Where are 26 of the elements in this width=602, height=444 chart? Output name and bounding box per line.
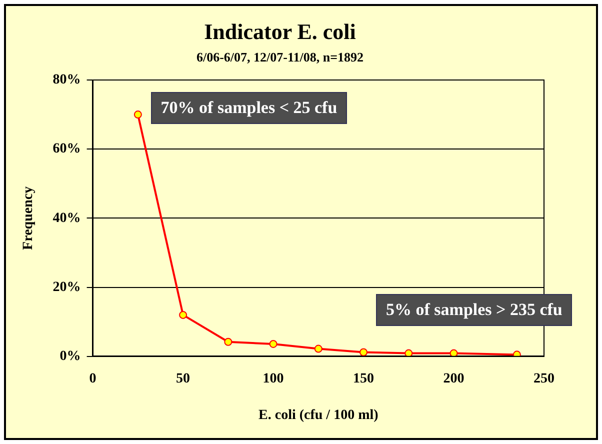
y-tick-label: 40% <box>52 210 81 226</box>
x-tick-label: 200 <box>443 371 464 386</box>
point <box>224 338 232 346</box>
point <box>512 350 521 356</box>
point <box>404 349 413 356</box>
point <box>450 349 458 356</box>
chart-title: Indicator E. coli <box>204 18 356 44</box>
y-tick-label: 0% <box>60 349 81 364</box>
point <box>179 310 188 319</box>
point <box>134 110 142 119</box>
point <box>360 348 368 356</box>
x-tick-label: 150 <box>353 371 374 386</box>
x-tick-label: 0 <box>89 371 96 386</box>
annotation: 5% of samples > 235 cfu <box>376 294 572 326</box>
x-tick-label: 250 <box>534 371 554 386</box>
y-tick-label: 80% <box>52 72 81 88</box>
y-tick-label: 20% <box>52 280 81 295</box>
x-axis-title: E. coli (cfu / 100 ml) <box>258 408 379 424</box>
y-axis-title: Frequency <box>21 186 36 250</box>
y-tick-label: 60% <box>52 142 81 157</box>
annotation: 70% of samples < 25 cfu <box>150 92 348 124</box>
point <box>269 340 278 348</box>
x-tick-label: 50 <box>176 371 190 386</box>
chart-subtitle: 6/06-6/07, 12/07-11/08, n=1892 <box>196 50 364 65</box>
x-tick-label: 100 <box>262 371 284 386</box>
point <box>314 344 322 353</box>
